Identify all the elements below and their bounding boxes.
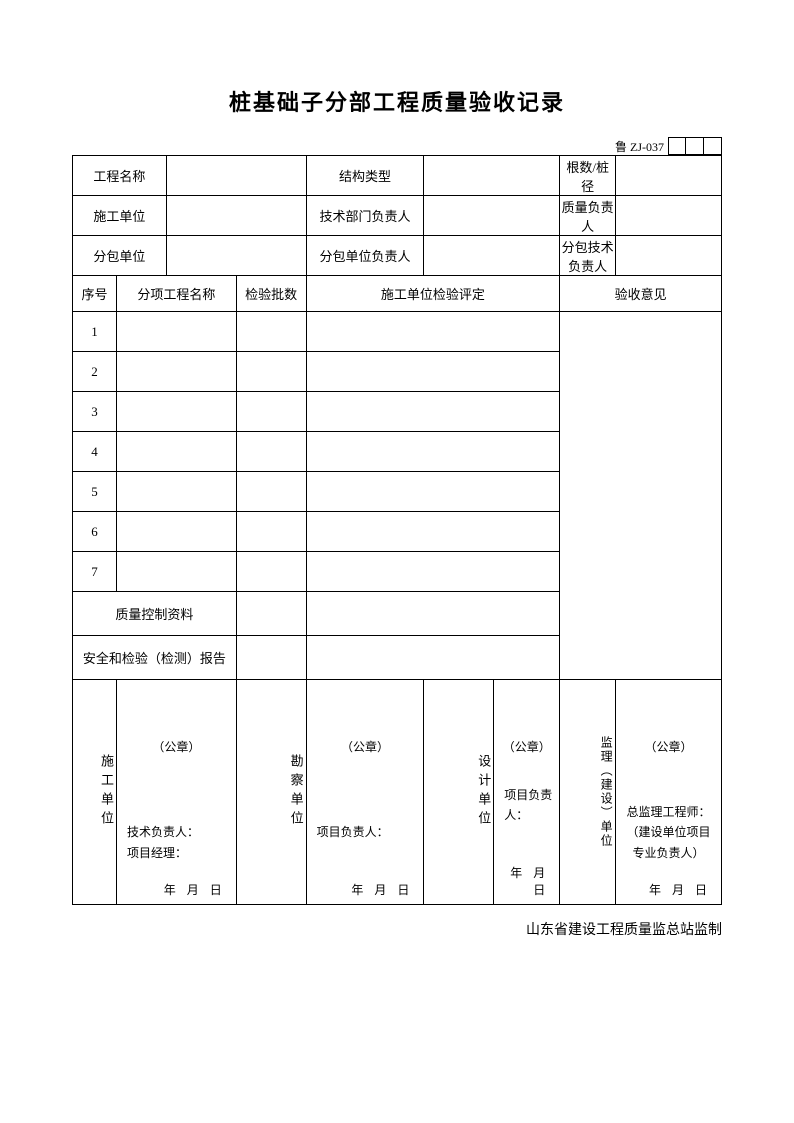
value-construction-unit (166, 196, 306, 236)
value-structure-type (424, 156, 560, 196)
sig-block-4: （公章） 总监理工程师： （建设单位项目 专业负责人） 年 月 日 (616, 680, 722, 905)
col-eval: 施工单位检验评定 (306, 276, 560, 312)
label-construction-unit: 施工单位 (73, 196, 167, 236)
value-tech-leader (424, 196, 560, 236)
sig-unit-1: 施工单位 (73, 680, 117, 905)
cell (236, 636, 306, 680)
opinion-cell (560, 312, 722, 680)
cell (306, 432, 560, 472)
sig-block-2: （公章） 项目负责人： 年 月 日 (306, 680, 424, 905)
cell (306, 592, 560, 636)
cell (116, 312, 236, 352)
page-title: 桩基础子分部工程质量验收记录 (72, 85, 722, 117)
sig-line: 总监理工程师： (622, 802, 715, 822)
value-subcontractor (166, 236, 306, 276)
cell (306, 312, 560, 352)
cell (116, 432, 236, 472)
row-num: 7 (73, 552, 117, 592)
cell (306, 512, 560, 552)
col-opinion: 验收意见 (560, 276, 722, 312)
col-item-name: 分项工程名称 (116, 276, 236, 312)
cell (116, 392, 236, 432)
col-seq: 序号 (73, 276, 117, 312)
sig-date: 年 月 日 (500, 864, 553, 898)
value-sub-leader (424, 236, 560, 276)
cell (306, 472, 560, 512)
seal: （公章） (500, 738, 553, 755)
label-sub-leader: 分包单位负责人 (306, 236, 424, 276)
sig-date: 年 月 日 (123, 881, 230, 898)
label-quality-control: 质量控制资料 (73, 592, 237, 636)
code-box (668, 137, 686, 155)
cell (306, 352, 560, 392)
label-subcontractor: 分包单位 (73, 236, 167, 276)
cell (236, 512, 306, 552)
label-quality-leader: 质量负责人 (560, 196, 616, 236)
sig-date: 年 月 日 (313, 881, 418, 898)
sig-line: 项目负责人： (504, 785, 553, 826)
cell (116, 552, 236, 592)
row-num: 6 (73, 512, 117, 552)
sig-unit-2: 勘察单位 (236, 680, 306, 905)
sig-line: 项目经理： (127, 843, 230, 863)
cell (306, 552, 560, 592)
form-code-row: 鲁 ZJ-037 (72, 137, 722, 155)
sig-line: 专业负责人） (622, 843, 715, 863)
cell (236, 432, 306, 472)
row-num: 3 (73, 392, 117, 432)
cell (236, 392, 306, 432)
sig-line: 技术负责人： (127, 822, 230, 842)
cell (236, 312, 306, 352)
sig-unit-4: 监理（建设）单位 (560, 680, 616, 905)
form-code: 鲁 ZJ-037 (615, 138, 664, 155)
cell (116, 352, 236, 392)
value-project-name (166, 156, 306, 196)
cell (116, 472, 236, 512)
row-num: 2 (73, 352, 117, 392)
cell (306, 636, 560, 680)
value-count-diameter (616, 156, 722, 196)
cell (306, 392, 560, 432)
value-sub-tech-leader (616, 236, 722, 276)
footer-text: 山东省建设工程质量监总站监制 (72, 919, 722, 939)
code-box (686, 137, 704, 155)
cell (236, 552, 306, 592)
label-count-diameter: 根数/桩径 (560, 156, 616, 196)
label-tech-leader: 技术部门负责人 (306, 196, 424, 236)
code-box (704, 137, 722, 155)
row-num: 1 (73, 312, 117, 352)
sig-line: （建设单位项目 (622, 822, 715, 842)
label-structure-type: 结构类型 (306, 156, 424, 196)
cell (236, 352, 306, 392)
label-safety-report: 安全和检验（检测）报告 (73, 636, 237, 680)
cell (116, 512, 236, 552)
sig-date: 年 月 日 (622, 881, 715, 898)
sig-line: 项目负责人： (317, 822, 418, 842)
seal: （公章） (622, 738, 715, 755)
sig-block-3: （公章） 项目负责人： 年 月 日 (494, 680, 560, 905)
seal: （公章） (313, 738, 418, 755)
cell (236, 592, 306, 636)
sig-block-1: （公章） 技术负责人： 项目经理： 年 月 日 (116, 680, 236, 905)
seal: （公章） (123, 738, 230, 755)
row-num: 4 (73, 432, 117, 472)
row-num: 5 (73, 472, 117, 512)
value-quality-leader (616, 196, 722, 236)
col-batch: 检验批数 (236, 276, 306, 312)
cell (236, 472, 306, 512)
main-table: 工程名称 结构类型 根数/桩径 施工单位 技术部门负责人 质量负责人 分包单位 … (72, 155, 722, 905)
label-sub-tech-leader: 分包技术负责人 (560, 236, 616, 276)
label-project-name: 工程名称 (73, 156, 167, 196)
sig-unit-3: 设计单位 (424, 680, 494, 905)
